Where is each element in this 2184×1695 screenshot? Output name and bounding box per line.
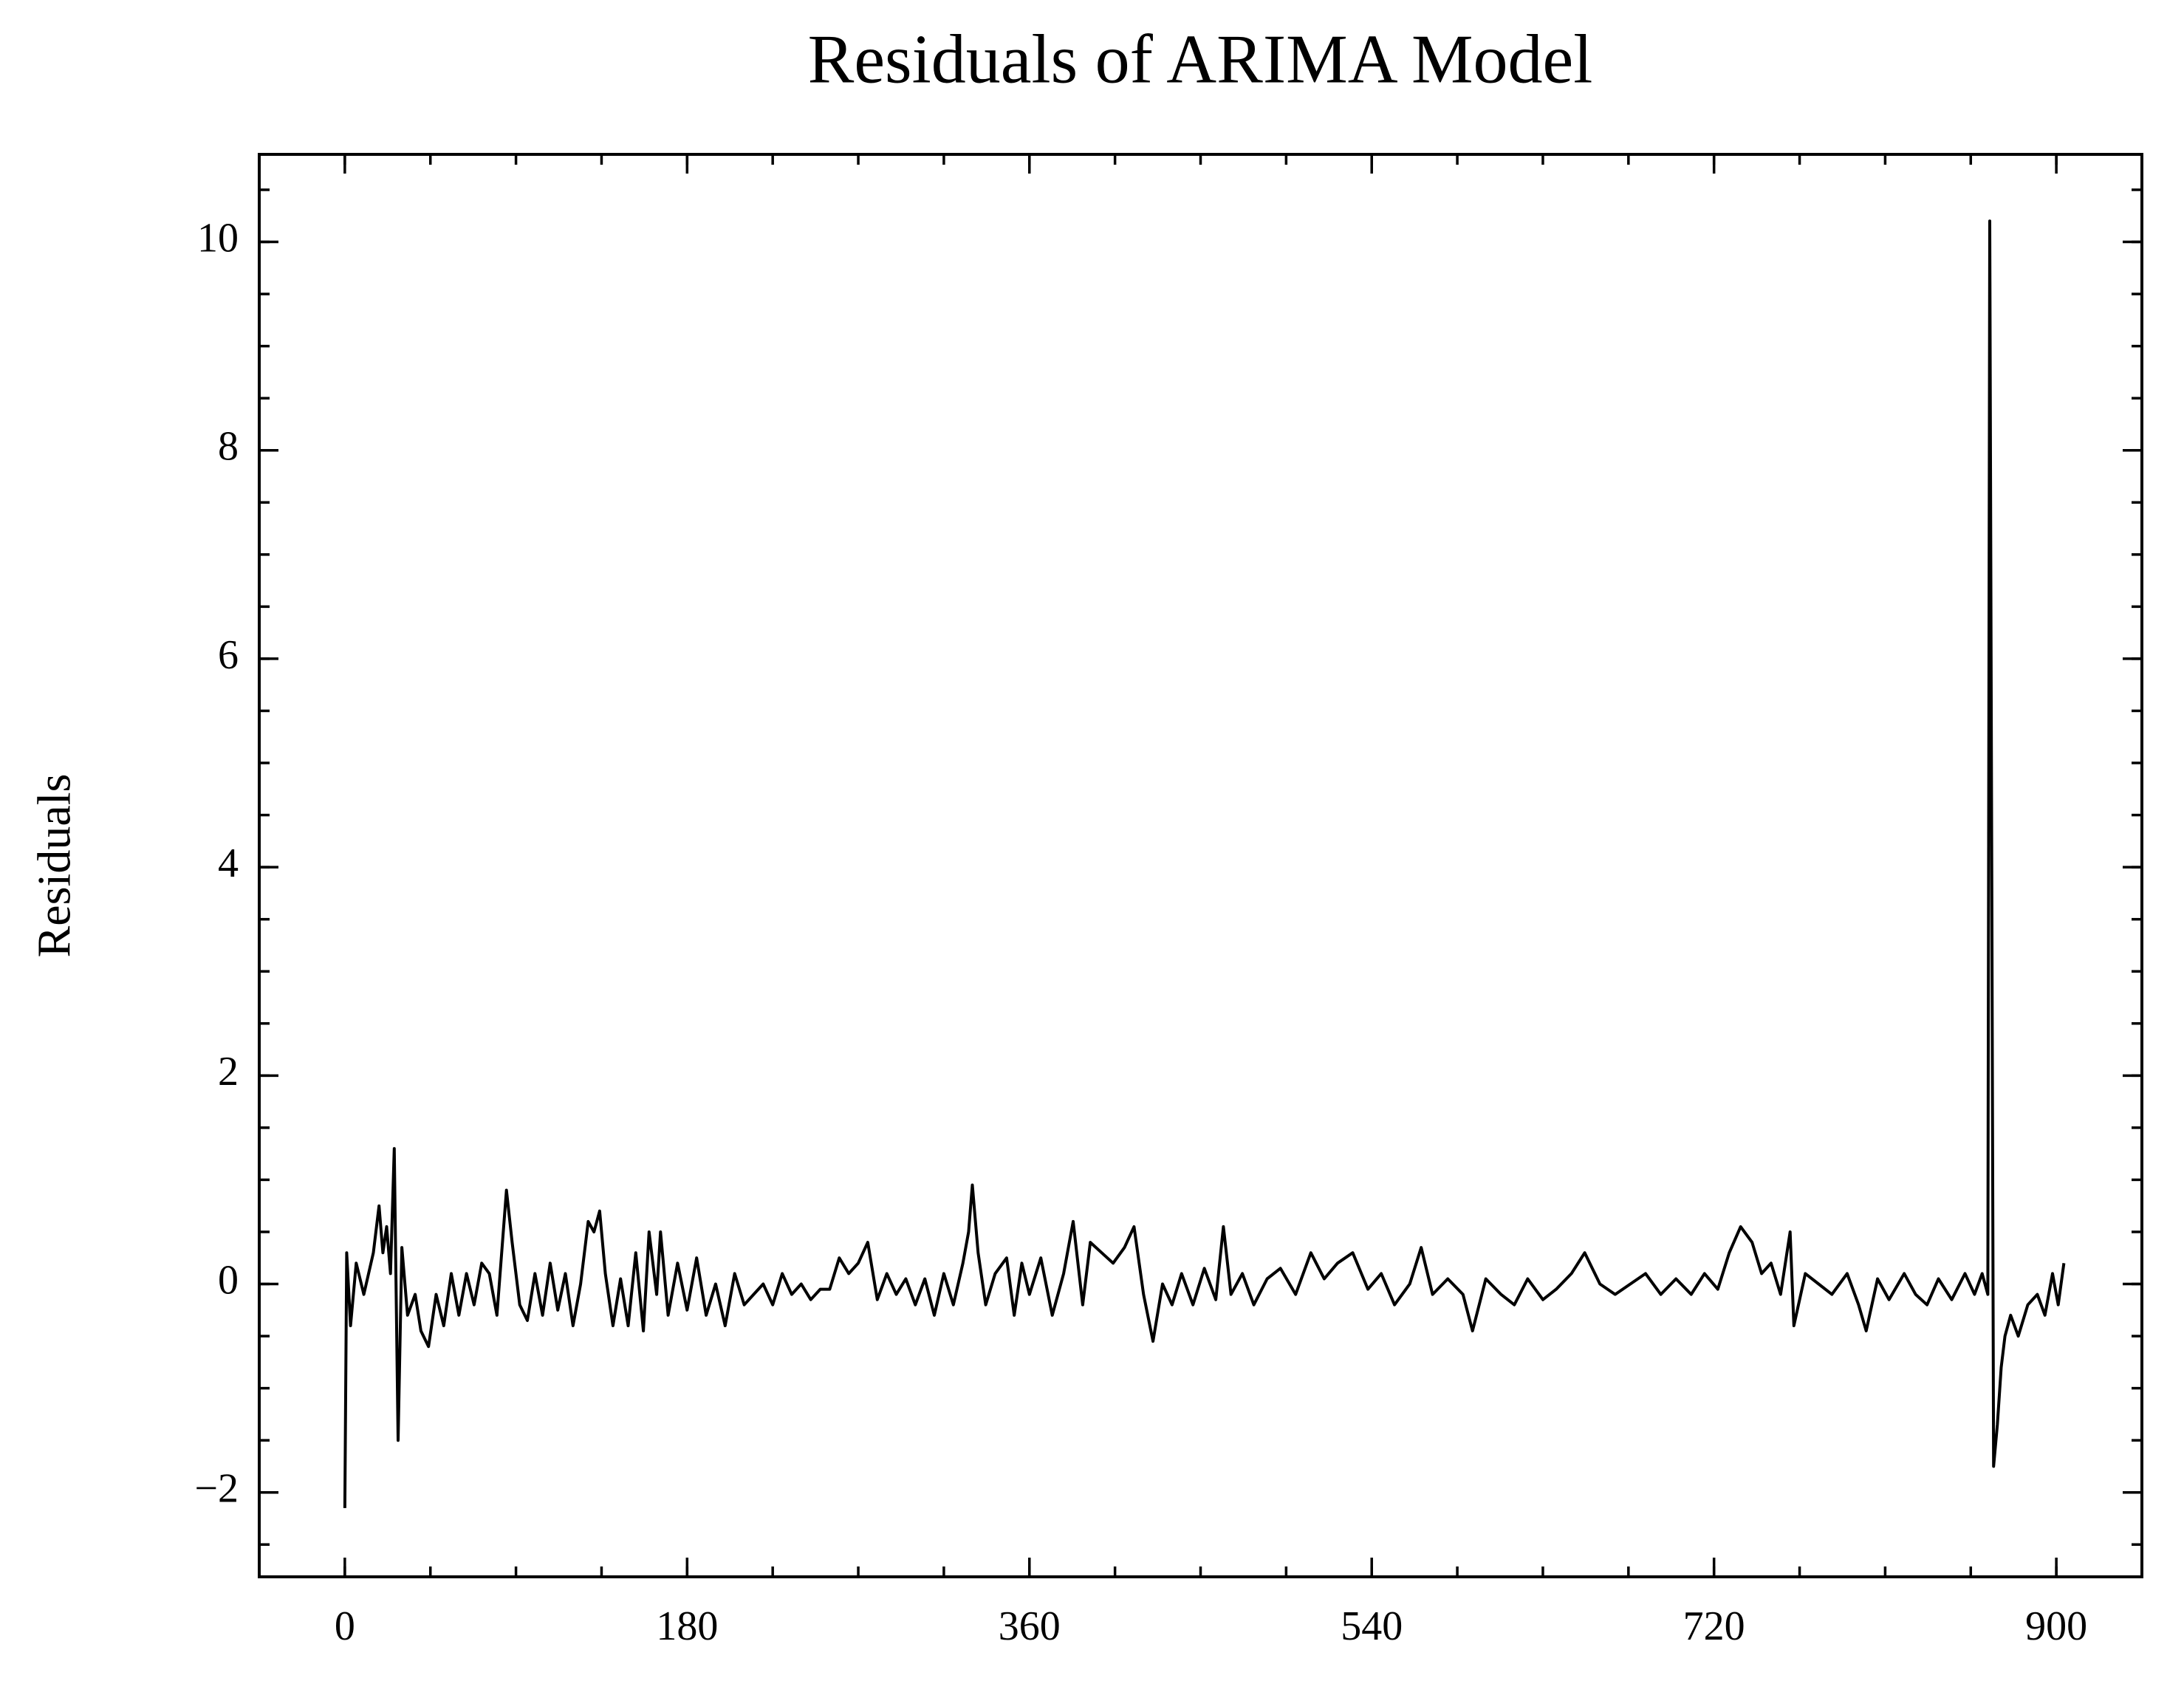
y-tick-label: 10 [197,215,239,261]
y-tick-label: 6 [218,632,239,678]
x-tick-label: 720 [1683,1603,1745,1649]
x-tick-label: 900 [2025,1603,2087,1649]
x-tick-label: 0 [335,1603,355,1649]
x-tick-label: 180 [656,1603,718,1649]
y-tick-label: −2 [194,1466,239,1512]
chart-title: Residuals of ARIMA Model [808,21,1593,98]
x-tick-label: 540 [1341,1603,1403,1649]
y-tick-label: 0 [218,1257,239,1303]
y-tick-label: 8 [218,424,239,470]
y-tick-label: 4 [218,840,239,886]
y-axis-label: Residuals [28,774,81,958]
plot-frame [258,153,2143,1578]
line-series [343,219,2066,1508]
x-tick-label: 360 [999,1603,1061,1649]
y-tick-label: 2 [218,1049,239,1095]
